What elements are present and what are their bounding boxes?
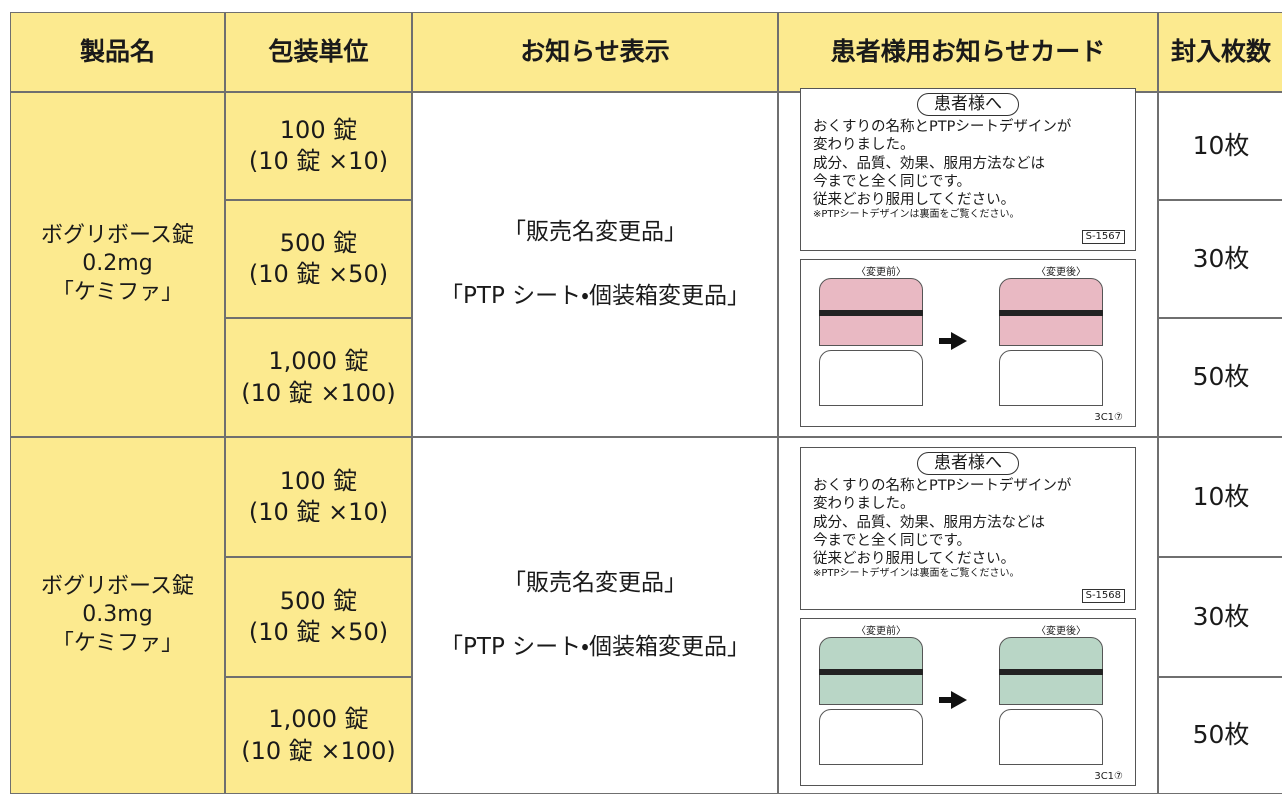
notice-cell: 「販売名変更品」「PTP シート・個装箱変更品」 — [412, 437, 778, 794]
sheet-band — [819, 669, 923, 675]
package-qty: 500 錠 — [279, 586, 358, 615]
count: 50枚 — [1192, 362, 1250, 392]
package-unit: (10 錠 ×50) — [248, 260, 389, 288]
count-cell: 10枚 — [1158, 437, 1282, 557]
product-line: ボグリボース錠 — [41, 222, 194, 248]
product-line: 0.2mg — [82, 251, 153, 277]
package-unit: (10 錠 ×100) — [241, 378, 396, 407]
header-text: お知らせ表示 — [520, 36, 670, 66]
notice-line: 「PTP シート・個装箱変更品」 — [440, 633, 750, 660]
card-line: 変わりました。 — [813, 496, 915, 513]
notice-line: 「販売名変更品」 — [503, 218, 687, 245]
package-unit: (10 錠 ×50) — [248, 618, 389, 646]
count-cell: 50枚 — [1158, 318, 1282, 437]
count-cell: 10枚 — [1158, 92, 1282, 200]
header-cell: 包装単位 — [225, 12, 412, 92]
package-unit: (10 錠 ×10) — [248, 147, 389, 175]
product-line: 「ケミファ」 — [51, 630, 184, 656]
package-cell: 100 錠 (10 錠 ×10) — [225, 437, 412, 557]
count-cell: 50枚 — [1158, 677, 1282, 794]
card-illustration: 〈変更前〉 〈変更後〉 3C1⑦ — [800, 259, 1136, 427]
sheet-bottom — [999, 709, 1103, 765]
count-cell: 30枚 — [1158, 200, 1282, 318]
header-cell: 製品名 — [10, 12, 225, 92]
card-illustration: 〈変更前〉 〈変更後〉 3C1⑦ — [800, 618, 1136, 786]
card-line: 変わりました。 — [813, 137, 915, 154]
header-text: 包装単位 — [268, 36, 369, 66]
card-badge: 患者様へ — [917, 93, 1019, 117]
package-qty: 1,000 錠 — [268, 347, 369, 376]
sheet-band — [819, 310, 923, 316]
lot-label: 3C1⑦ — [1094, 771, 1123, 782]
product-cell: ボグリボース錠 0.2mg 「ケミファ」 — [10, 92, 225, 437]
package-cell: 100 錠 (10 錠 ×10) — [225, 92, 412, 200]
sheet-bottom — [819, 350, 923, 406]
package-cell: 1,000 錠 (10 錠 ×100) — [225, 677, 412, 794]
header-text: 製品名 — [79, 36, 155, 66]
card-line: 今までと全く同じです。 — [813, 532, 972, 549]
package-unit: (10 錠 ×100) — [241, 736, 396, 765]
package-unit: (10 錠 ×10) — [248, 498, 389, 526]
count-cell: 30枚 — [1158, 557, 1282, 677]
sheet-bottom — [999, 350, 1103, 406]
card-line: おくすりの名称とPTPシートデザインが — [813, 478, 1072, 495]
card-line: 成分、品質、効果、服用方法などは — [813, 514, 1045, 531]
arrow-shaft — [939, 697, 952, 703]
lot-label: 3C1⑦ — [1094, 412, 1123, 423]
count: 30枚 — [1192, 601, 1250, 631]
arrow-shaft — [939, 338, 952, 344]
sheet-bottom — [819, 709, 923, 765]
package-qty: 500 錠 — [279, 228, 358, 257]
product-line: ボグリボース錠 — [41, 573, 194, 599]
package-qty: 100 錠 — [279, 115, 358, 144]
package-cell: 500 錠 (10 錠 ×50) — [225, 200, 412, 318]
before-label: 〈変更前〉 — [856, 626, 906, 637]
card-note: ※PTPシートデザインは裏面をご覧ください。 — [813, 567, 1020, 579]
product-line: 0.3mg — [82, 602, 153, 628]
card-code: S-1568 — [1081, 588, 1125, 603]
card-line: おくすりの名称とPTPシートデザインが — [813, 119, 1072, 136]
arrow — [951, 332, 967, 350]
arrow — [951, 691, 967, 709]
card-line: 今までと全く同じです。 — [813, 173, 972, 190]
header-text: 封入枚数 — [1170, 36, 1271, 66]
before-label: 〈変更前〉 — [856, 267, 906, 278]
card-line: 従来どおり服用してください。 — [813, 550, 1016, 567]
count: 50枚 — [1192, 720, 1250, 750]
card-badge: 患者様へ — [917, 452, 1019, 476]
header-text: 患者様用お知らせカード — [830, 36, 1106, 66]
package-cell: 500 錠 (10 錠 ×50) — [225, 557, 412, 677]
header-cell: 患者様用お知らせカード — [778, 12, 1158, 92]
card-line: 成分、品質、効果、服用方法などは — [813, 155, 1045, 172]
package-cell: 1,000 錠 (10 錠 ×100) — [225, 318, 412, 437]
product-line: 「ケミファ」 — [51, 279, 184, 305]
notice-cell: 「販売名変更品」「PTP シート・個装箱変更品」 — [412, 92, 778, 437]
notice-line: 「PTP シート・個装箱変更品」 — [440, 282, 750, 309]
header-cell: 封入枚数 — [1158, 12, 1282, 92]
count: 30枚 — [1192, 243, 1250, 273]
header-cell: お知らせ表示 — [412, 12, 778, 92]
notice-line: 「販売名変更品」 — [503, 569, 687, 596]
product-cell: ボグリボース錠 0.3mg 「ケミファ」 — [10, 437, 225, 794]
package-qty: 100 錠 — [279, 466, 358, 495]
package-qty: 1,000 錠 — [268, 705, 369, 734]
card-line: 従来どおり服用してください。 — [813, 191, 1016, 208]
sheet-band — [999, 669, 1103, 675]
card-code: S-1567 — [1081, 229, 1125, 244]
card-message: 患者様へおくすりの名称とPTPシートデザインが 変わりました。 成分、品質、効果、服… — [800, 447, 1136, 610]
after-label: 〈変更後〉 — [1036, 626, 1086, 637]
sheet-band — [999, 310, 1103, 316]
card-note: ※PTPシートデザインは裏面をご覧ください。 — [813, 208, 1020, 220]
card-message: 患者様へおくすりの名称とPTPシートデザインが 変わりました。 成分、品質、効果、服… — [800, 88, 1136, 251]
count: 10枚 — [1192, 130, 1250, 160]
after-label: 〈変更後〉 — [1036, 267, 1086, 278]
count: 10枚 — [1192, 481, 1250, 511]
